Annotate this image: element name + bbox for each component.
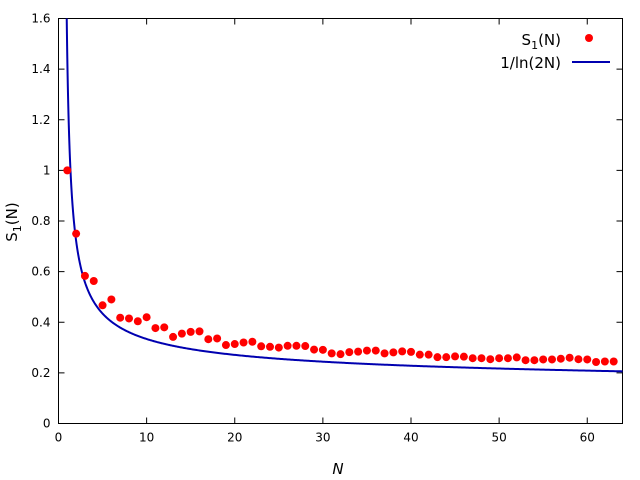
svg-text:S1(N): S1(N) (3, 202, 24, 241)
x-axis-title: N (332, 460, 343, 478)
data-point (556, 354, 565, 363)
data-point (310, 345, 319, 354)
x-tick-label: 60 (580, 431, 595, 445)
data-point (451, 352, 460, 361)
y-axis-title: S1(N) (3, 202, 24, 241)
y-tick-label: 1.2 (31, 113, 50, 127)
data-point (80, 271, 89, 280)
data-point (459, 352, 468, 361)
data-point (468, 354, 477, 363)
y-tick-label: 1.6 (31, 12, 50, 26)
data-point (98, 301, 107, 310)
data-point (63, 166, 72, 175)
x-axis: 0 10 20 30 40 50 60 (55, 18, 595, 445)
legend: S1(N) 1/ln(2N) (500, 31, 610, 72)
data-point (503, 354, 512, 363)
data-point (266, 342, 274, 351)
data-point (327, 349, 336, 358)
data-point (204, 335, 213, 344)
data-point (89, 276, 98, 285)
data-point (565, 353, 574, 362)
data-point (486, 355, 495, 364)
data-point (151, 324, 160, 333)
data-point (72, 229, 81, 238)
data-point (177, 329, 186, 338)
data-point (230, 340, 239, 349)
y-tick-label: 0 (43, 417, 51, 431)
y-axis: 0 0.2 0.4 0.6 0.8 1 1.2 1.4 1.6 (31, 12, 623, 431)
x-tick-label: 30 (315, 431, 330, 445)
data-point (424, 350, 433, 359)
legend-label-s1: S1(N) (522, 31, 561, 52)
data-point (442, 353, 451, 362)
data-point (336, 350, 345, 359)
data-point (548, 355, 556, 364)
data-point (362, 346, 371, 355)
y-tick-label: 0.2 (31, 366, 50, 380)
series-line-1-ln-2n (65, 18, 623, 373)
x-tick-label: 20 (227, 431, 242, 445)
data-point (301, 342, 310, 351)
legend-label-1-ln-2n: 1/ln(2N) (500, 54, 561, 72)
series-points-s1 (63, 166, 618, 366)
y-tick-label: 1 (43, 163, 51, 177)
data-point (169, 332, 178, 341)
y-tick-label: 1.4 (31, 62, 50, 76)
data-point (609, 357, 618, 366)
data-point (142, 313, 151, 322)
data-point (407, 347, 415, 356)
legend-label-s1-tail: (N) (538, 31, 561, 49)
data-point (592, 357, 601, 366)
y-axis-title-main: S (3, 232, 21, 242)
data-point (213, 334, 222, 343)
data-point (257, 342, 266, 351)
data-point (133, 317, 142, 326)
data-point (221, 341, 230, 350)
x-tick-label: 0 (55, 431, 63, 445)
y-tick-label: 0.6 (31, 265, 50, 279)
data-point (583, 355, 592, 364)
x-tick-label: 10 (139, 431, 154, 445)
legend-marker-s1 (585, 34, 593, 42)
data-point (354, 347, 363, 356)
data-point (398, 347, 407, 356)
data-point (292, 341, 301, 350)
data-point (160, 323, 169, 332)
data-point (380, 349, 389, 358)
data-point (530, 356, 539, 365)
data-point (318, 345, 327, 354)
data-point (495, 354, 504, 363)
data-point (239, 338, 248, 347)
data-point (539, 355, 548, 364)
data-point (521, 356, 530, 365)
data-point (477, 354, 486, 363)
data-point (195, 327, 204, 336)
data-point (600, 357, 609, 366)
y-tick-label: 0.8 (31, 214, 50, 228)
y-axis-title-tail: (N) (3, 202, 21, 225)
data-point (574, 355, 583, 364)
data-point (125, 314, 133, 323)
data-point (248, 337, 257, 346)
data-point (107, 295, 116, 304)
data-point (512, 353, 521, 362)
data-point (415, 350, 424, 359)
x-tick-label: 40 (403, 431, 418, 445)
data-point (371, 346, 380, 355)
legend-label-s1-main: S (522, 31, 532, 49)
legend-label-s1-subscript: 1 (531, 39, 538, 52)
data-point (345, 348, 354, 357)
data-point (274, 343, 283, 352)
data-point (283, 341, 292, 350)
y-axis-title-subscript: 1 (11, 225, 24, 232)
data-point (116, 313, 125, 322)
y-tick-label: 0.4 (31, 315, 50, 329)
data-point (186, 327, 195, 336)
data-point (433, 353, 442, 362)
data-point (389, 348, 398, 357)
x-tick-label: 50 (491, 431, 506, 445)
